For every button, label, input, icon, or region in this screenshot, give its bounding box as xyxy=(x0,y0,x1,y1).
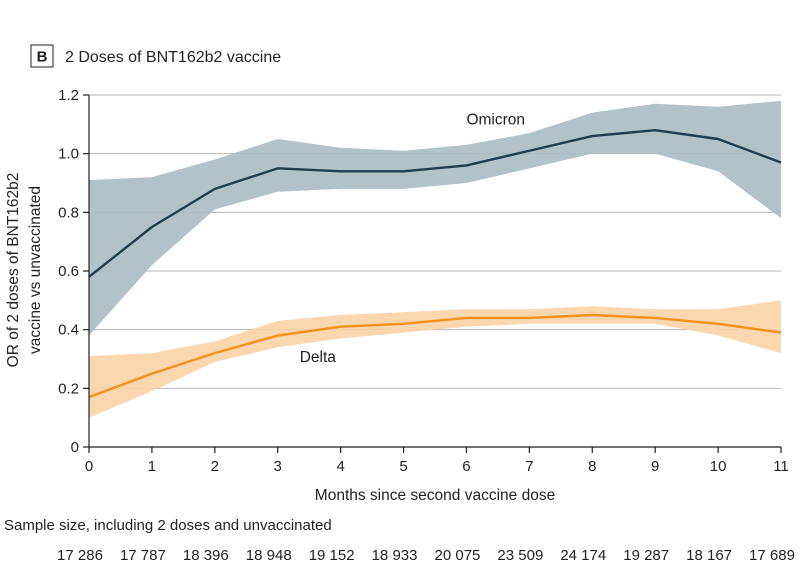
panel-header: B 2 Doses of BNT162b2 vaccine xyxy=(30,44,281,68)
x-tick-label-7: 7 xyxy=(525,458,533,475)
sample-size-label: Sample size, including 2 doses and unvac… xyxy=(4,517,332,534)
delta-line xyxy=(88,313,782,399)
y-tick-label-0: 0 xyxy=(71,439,79,456)
chart-title: 2 Doses of BNT162b2 vaccine xyxy=(65,49,281,66)
y-tick-label-3: 0.6 xyxy=(58,263,79,280)
series-lines xyxy=(88,128,782,399)
omicron-annotation: Omicron xyxy=(466,111,525,128)
x-tick-label-3: 3 xyxy=(274,458,282,475)
sample-size-value-8: 24 174 xyxy=(560,547,606,564)
sample-size-value-3: 18 948 xyxy=(246,547,292,564)
x-tick-label-0: 0 xyxy=(85,458,93,475)
x-tick-label-10: 10 xyxy=(710,458,727,475)
x-tick-label-9: 9 xyxy=(651,458,659,475)
y-tick-label-4: 0.8 xyxy=(58,204,79,221)
x-ticks: 0 1 2 3 4 5 6 7 8 9 10 11 xyxy=(85,447,789,475)
panel-label: B xyxy=(37,49,48,66)
series-annotations: Omicron Delta xyxy=(300,111,525,366)
sample-size-value-7: 23 509 xyxy=(497,547,543,564)
omicron-ci-band xyxy=(89,100,781,336)
sample-size-value-1: 17 787 xyxy=(120,547,166,564)
y-axis-label: OR of 2 doses of BNT162b2 vaccine vs unv… xyxy=(5,173,44,368)
delta-ci-band xyxy=(89,300,781,418)
x-axis-label: Months since second vaccine dose xyxy=(315,487,555,504)
y-axis-label-line-1: OR of 2 doses of BNT162b2 xyxy=(5,173,22,368)
x-tick-label-2: 2 xyxy=(211,458,219,475)
x-tick-label-6: 6 xyxy=(462,458,470,475)
omicron-line xyxy=(88,128,782,278)
x-tick-label-5: 5 xyxy=(399,458,407,475)
panel-label-box xyxy=(30,44,54,68)
sample-size-value-11: 17 689 xyxy=(749,547,795,564)
sample-size-value-2: 18 396 xyxy=(183,547,229,564)
x-tick-label-1: 1 xyxy=(148,458,156,475)
x-tick-label-8: 8 xyxy=(588,458,596,475)
x-tick-label-11: 11 xyxy=(773,458,789,475)
sample-size-value-4: 19 152 xyxy=(309,547,355,564)
y-axis-label-line-2: vaccine vs unvaccinated xyxy=(27,186,44,354)
y-ticks: 0 0.2 0.4 0.6 0.8 1.0 1.2 xyxy=(58,87,89,456)
sample-size-value-6: 20 075 xyxy=(435,547,481,564)
y-tick-label-6: 1.2 xyxy=(58,87,79,104)
sample-size-row: 17 286 17 787 18 396 18 948 19 152 18 933 20 0… xyxy=(57,547,795,564)
y-tick-label-1: 0.2 xyxy=(58,380,79,397)
delta-annotation: Delta xyxy=(300,349,337,366)
y-tick-label-2: 0.4 xyxy=(58,322,79,339)
sample-size-value-5: 18 933 xyxy=(372,547,418,564)
confidence-bands xyxy=(89,100,781,418)
sample-size-value-9: 19 287 xyxy=(623,547,669,564)
sample-size-value-10: 18 167 xyxy=(686,547,732,564)
sample-size-value-0: 17 286 xyxy=(57,547,103,564)
x-tick-label-4: 4 xyxy=(336,458,344,475)
y-tick-label-5: 1.0 xyxy=(58,146,79,163)
